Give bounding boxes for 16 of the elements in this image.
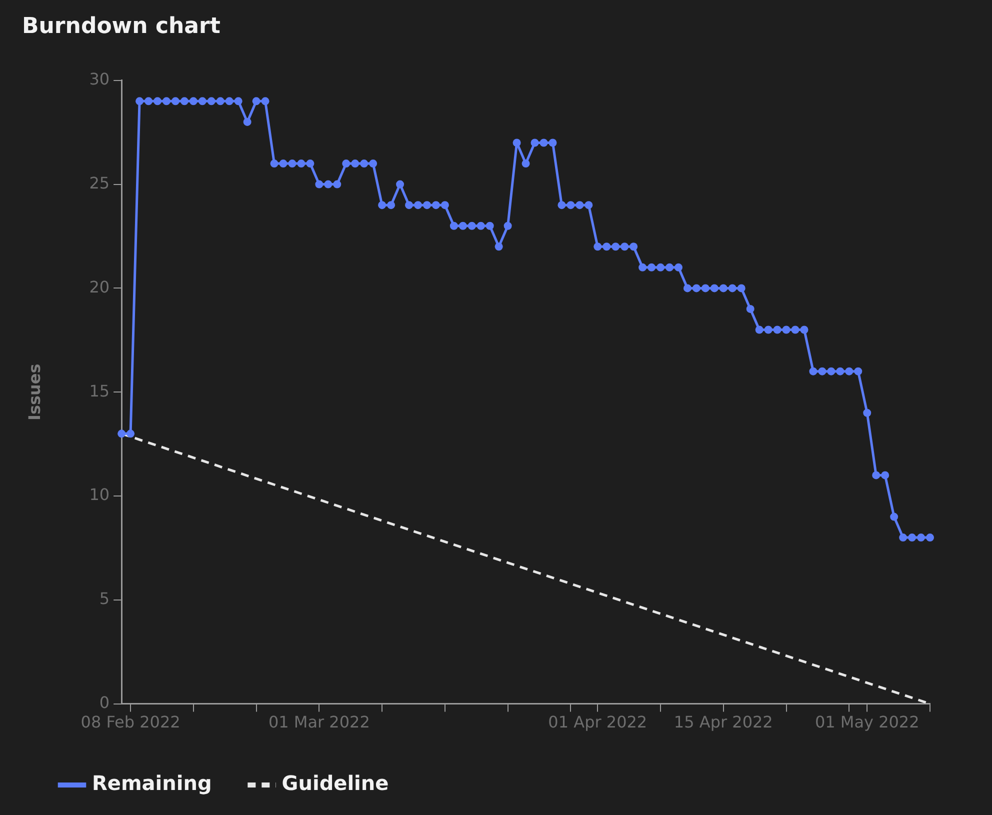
y-tick-label: 25 xyxy=(89,173,110,192)
y-tick-label: 5 xyxy=(99,589,110,608)
chart-title: Burndown chart xyxy=(22,14,221,39)
y-tick-label: 30 xyxy=(89,70,110,89)
legend-label: Guideline xyxy=(282,771,389,796)
x-tick-label: 15 Apr 2022 xyxy=(674,712,773,732)
y-axis-title: Issues xyxy=(24,364,44,420)
x-tick-label: 01 Mar 2022 xyxy=(268,712,370,732)
x-tick-label: 01 May 2022 xyxy=(814,712,920,732)
y-tick-label: 15 xyxy=(89,381,110,400)
legend-label: Remaining xyxy=(92,771,212,796)
x-tick-label: 01 Apr 2022 xyxy=(548,712,648,732)
y-tick-label: 10 xyxy=(89,485,110,504)
x-tick-label: 08 Feb 2022 xyxy=(80,712,180,732)
y-tick-label: 20 xyxy=(89,277,110,296)
y-tick-label: 0 xyxy=(99,692,110,712)
